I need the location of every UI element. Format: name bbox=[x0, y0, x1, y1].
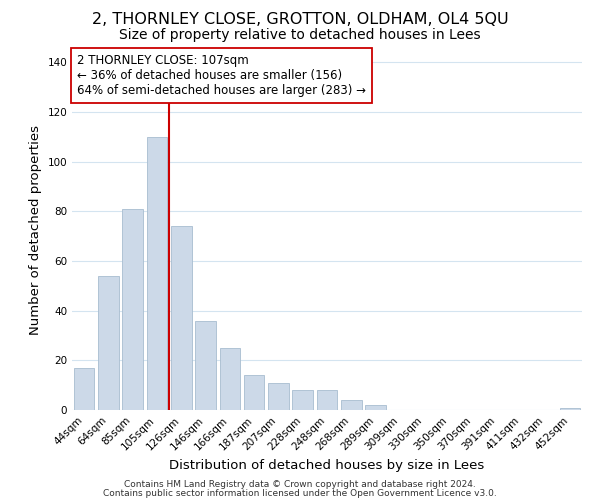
Bar bbox=[74, 368, 94, 410]
Y-axis label: Number of detached properties: Number of detached properties bbox=[29, 125, 42, 335]
Bar bbox=[122, 209, 143, 410]
Bar bbox=[244, 375, 265, 410]
Text: Size of property relative to detached houses in Lees: Size of property relative to detached ho… bbox=[119, 28, 481, 42]
Bar bbox=[146, 137, 167, 410]
Bar bbox=[268, 382, 289, 410]
Bar bbox=[171, 226, 191, 410]
Text: 2 THORNLEY CLOSE: 107sqm
← 36% of detached houses are smaller (156)
64% of semi-: 2 THORNLEY CLOSE: 107sqm ← 36% of detach… bbox=[77, 54, 366, 96]
Text: 2, THORNLEY CLOSE, GROTTON, OLDHAM, OL4 5QU: 2, THORNLEY CLOSE, GROTTON, OLDHAM, OL4 … bbox=[92, 12, 508, 28]
Bar bbox=[220, 348, 240, 410]
Bar bbox=[317, 390, 337, 410]
Bar bbox=[292, 390, 313, 410]
Bar bbox=[560, 408, 580, 410]
X-axis label: Distribution of detached houses by size in Lees: Distribution of detached houses by size … bbox=[169, 458, 485, 471]
Bar bbox=[98, 276, 119, 410]
Text: Contains public sector information licensed under the Open Government Licence v3: Contains public sector information licen… bbox=[103, 488, 497, 498]
Bar bbox=[195, 320, 216, 410]
Bar bbox=[365, 405, 386, 410]
Bar bbox=[341, 400, 362, 410]
Text: Contains HM Land Registry data © Crown copyright and database right 2024.: Contains HM Land Registry data © Crown c… bbox=[124, 480, 476, 489]
